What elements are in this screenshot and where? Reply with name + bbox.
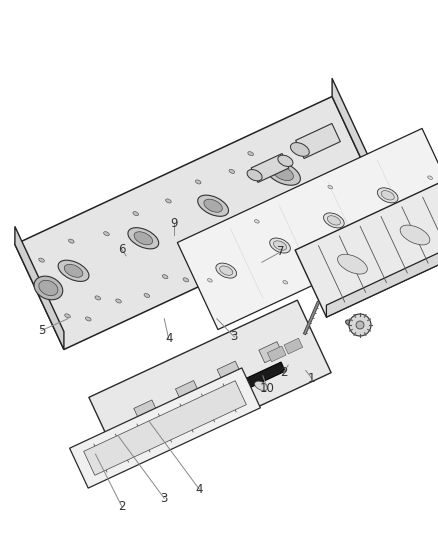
Text: 4: 4	[195, 483, 203, 496]
Text: 5: 5	[38, 324, 45, 337]
Polygon shape	[15, 227, 64, 350]
Ellipse shape	[85, 317, 91, 321]
Ellipse shape	[128, 228, 159, 249]
Polygon shape	[134, 400, 158, 421]
Text: 1: 1	[308, 372, 316, 385]
Ellipse shape	[270, 238, 290, 253]
Text: 4: 4	[165, 332, 173, 345]
Ellipse shape	[228, 251, 234, 254]
Text: 2: 2	[118, 500, 126, 513]
Ellipse shape	[219, 266, 233, 276]
Polygon shape	[89, 300, 331, 470]
Polygon shape	[332, 78, 381, 201]
Ellipse shape	[338, 196, 343, 199]
Ellipse shape	[216, 263, 237, 278]
Polygon shape	[295, 153, 438, 317]
Polygon shape	[70, 368, 261, 488]
Polygon shape	[259, 342, 283, 363]
Ellipse shape	[134, 232, 152, 245]
Ellipse shape	[39, 280, 58, 296]
Ellipse shape	[202, 253, 208, 257]
Ellipse shape	[95, 296, 101, 300]
Ellipse shape	[162, 274, 168, 279]
Ellipse shape	[428, 176, 432, 180]
Ellipse shape	[116, 299, 121, 303]
Ellipse shape	[346, 320, 353, 326]
Ellipse shape	[68, 239, 74, 243]
Ellipse shape	[265, 161, 300, 185]
Polygon shape	[217, 361, 241, 382]
Ellipse shape	[254, 381, 268, 391]
Polygon shape	[251, 154, 289, 182]
Ellipse shape	[183, 278, 189, 282]
Ellipse shape	[338, 254, 367, 274]
Ellipse shape	[133, 212, 138, 216]
Ellipse shape	[166, 199, 171, 203]
Ellipse shape	[378, 188, 398, 203]
Ellipse shape	[273, 241, 286, 250]
Polygon shape	[177, 128, 438, 329]
Ellipse shape	[277, 231, 283, 236]
Ellipse shape	[254, 220, 259, 223]
Text: 7: 7	[277, 245, 285, 258]
Text: 6: 6	[118, 243, 126, 256]
Ellipse shape	[290, 142, 309, 156]
Text: 10: 10	[260, 382, 275, 394]
Ellipse shape	[150, 430, 163, 439]
Ellipse shape	[328, 185, 332, 189]
Ellipse shape	[400, 225, 430, 245]
Ellipse shape	[272, 166, 293, 181]
Ellipse shape	[350, 181, 356, 185]
Polygon shape	[84, 381, 246, 475]
Ellipse shape	[229, 169, 235, 173]
Text: 3: 3	[231, 330, 238, 343]
Ellipse shape	[39, 258, 44, 262]
Ellipse shape	[278, 155, 293, 166]
Polygon shape	[284, 338, 303, 354]
Polygon shape	[326, 208, 438, 317]
Polygon shape	[15, 96, 381, 350]
Polygon shape	[176, 381, 199, 402]
Ellipse shape	[204, 199, 223, 212]
Ellipse shape	[381, 191, 394, 200]
Text: 3: 3	[161, 492, 168, 505]
Text: 2: 2	[280, 366, 288, 378]
Ellipse shape	[247, 169, 262, 181]
Ellipse shape	[255, 225, 261, 229]
Ellipse shape	[356, 321, 364, 329]
Ellipse shape	[198, 195, 229, 216]
Polygon shape	[296, 124, 340, 158]
Text: 9: 9	[170, 217, 178, 230]
Ellipse shape	[65, 314, 71, 318]
Ellipse shape	[283, 280, 288, 284]
Ellipse shape	[299, 211, 304, 215]
Ellipse shape	[357, 246, 361, 250]
Polygon shape	[267, 346, 286, 362]
Ellipse shape	[248, 151, 254, 156]
Ellipse shape	[104, 232, 109, 236]
Ellipse shape	[144, 294, 150, 297]
Polygon shape	[91, 362, 285, 460]
Ellipse shape	[208, 279, 212, 282]
Ellipse shape	[324, 213, 344, 228]
Ellipse shape	[349, 314, 371, 336]
Ellipse shape	[317, 192, 323, 196]
Ellipse shape	[34, 276, 63, 300]
Ellipse shape	[327, 216, 340, 225]
Ellipse shape	[64, 264, 83, 277]
Ellipse shape	[58, 260, 89, 281]
Ellipse shape	[195, 180, 201, 184]
Ellipse shape	[202, 406, 215, 415]
